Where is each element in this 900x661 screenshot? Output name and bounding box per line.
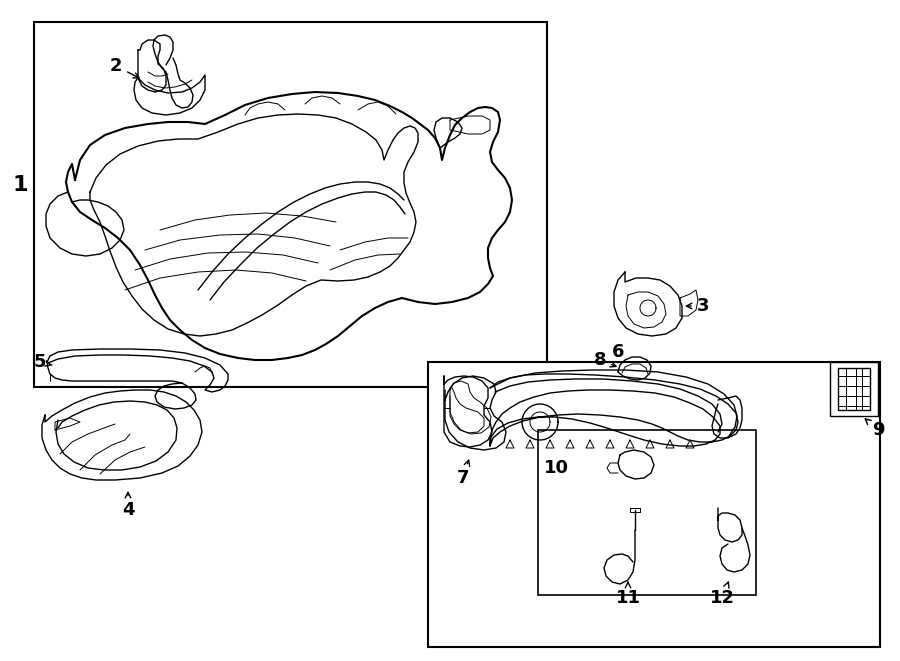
Bar [428, 362, 880, 647]
Text: 5: 5 [34, 353, 52, 371]
Text: 3: 3 [687, 297, 709, 315]
Text: 2: 2 [110, 57, 140, 78]
Text: 6: 6 [612, 343, 625, 361]
Text: 11: 11 [616, 582, 641, 607]
Text: 12: 12 [709, 582, 734, 607]
Text: 7: 7 [456, 460, 470, 487]
Text: 10: 10 [544, 459, 569, 477]
Bar [34, 22, 547, 387]
Text: 4: 4 [122, 492, 134, 519]
Text: 1: 1 [13, 175, 28, 195]
Text: 8: 8 [594, 351, 616, 369]
Bar [538, 430, 756, 595]
Text: 9: 9 [865, 419, 884, 439]
